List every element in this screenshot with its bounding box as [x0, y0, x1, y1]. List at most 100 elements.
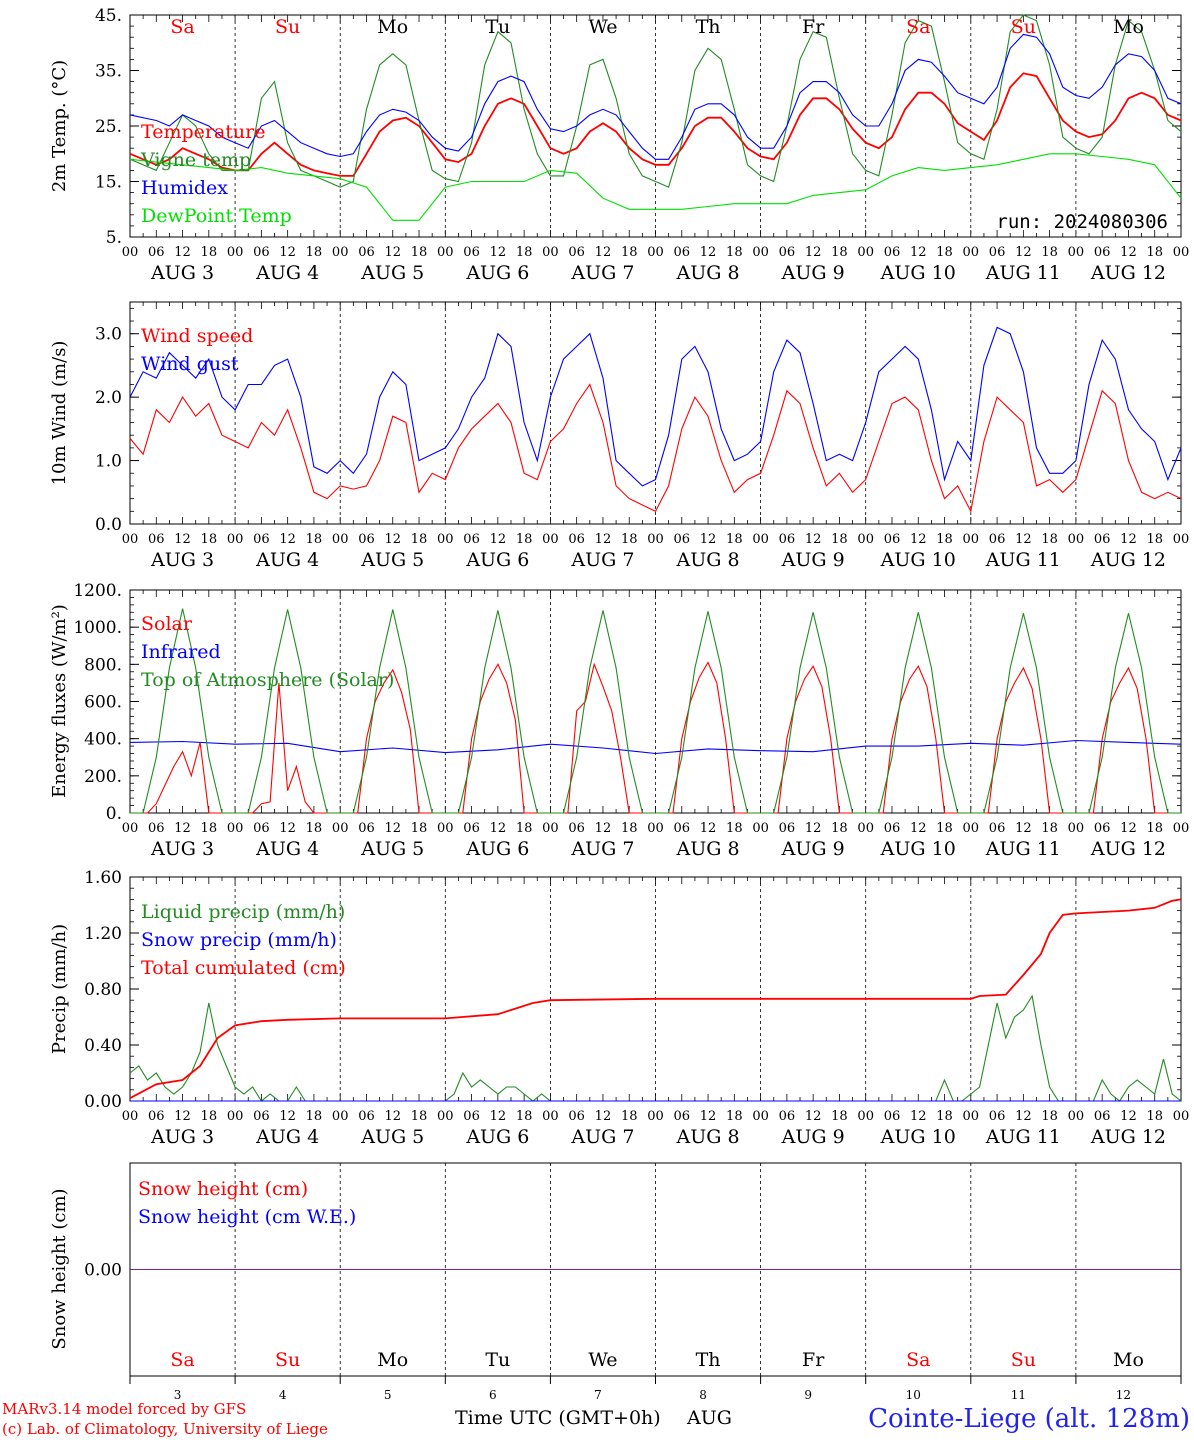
hour-tick-label: 12 — [174, 821, 191, 836]
hour-tick-label: 06 — [674, 1109, 691, 1124]
weekday-label: We — [588, 1349, 617, 1371]
hour-tick-label: 00 — [857, 532, 874, 547]
hour-tick-label: 06 — [568, 821, 585, 836]
y-tick-label: 15. — [95, 173, 122, 193]
hour-tick-label: 00 — [1068, 821, 1085, 836]
hour-tick-label: 12 — [700, 532, 717, 547]
hour-tick-label: 18 — [516, 532, 533, 547]
series-line — [129, 326, 1182, 487]
hour-tick-label: 12 — [490, 532, 507, 547]
hour-tick-label: 00 — [752, 245, 769, 260]
day-label: AUG 3 — [150, 262, 214, 284]
weekday-label: Tu — [485, 16, 510, 38]
y-tick-label: 45. — [95, 6, 122, 26]
hour-tick-label: 12 — [279, 532, 296, 547]
hour-tick-label: 06 — [358, 245, 375, 260]
hour-tick-label: 06 — [463, 1109, 480, 1124]
hour-tick-label: 18 — [411, 532, 428, 547]
y-tick-label: 1.0 — [95, 452, 122, 472]
day-number-label: 8 — [699, 1388, 707, 1402]
weekday-label: Su — [1011, 1349, 1036, 1371]
weekday-label: Su — [275, 1349, 300, 1371]
hour-tick-label: 12 — [174, 245, 191, 260]
legend-entry: Snow height (cm W.E.) — [138, 1206, 356, 1228]
y-tick-label: 600. — [84, 693, 122, 713]
hour-tick-label: 18 — [306, 821, 323, 836]
y-axis-label: Snow height (cm) — [49, 1188, 70, 1349]
hour-tick-label: 18 — [1146, 532, 1163, 547]
hour-tick-label: 12 — [384, 245, 401, 260]
hour-tick-label: 00 — [1173, 821, 1190, 836]
hour-tick-label: 06 — [148, 245, 165, 260]
hour-tick-label: 18 — [726, 1109, 743, 1124]
hour-tick-label: 06 — [148, 1109, 165, 1124]
y-tick-label: 0.40 — [84, 1036, 122, 1056]
hour-tick-label: 06 — [674, 245, 691, 260]
legend-entry: Vigne temp — [140, 149, 251, 171]
y-tick-label: 3.0 — [95, 325, 122, 345]
y-tick-label: 1.20 — [84, 924, 122, 944]
y-tick-label: 0. — [106, 804, 122, 824]
series-line — [129, 898, 1182, 1099]
hour-tick-label: 18 — [936, 821, 953, 836]
day-label: AUG 9 — [781, 1126, 845, 1148]
day-label: AUG 11 — [985, 838, 1061, 860]
hour-tick-label: 12 — [490, 245, 507, 260]
hour-tick-label: 18 — [201, 532, 218, 547]
series-line — [130, 608, 1181, 814]
day-number-label: 6 — [489, 1388, 497, 1402]
weekday-label: Tu — [485, 1349, 510, 1371]
day-label: AUG 10 — [880, 1126, 956, 1148]
hour-tick-label: 12 — [174, 532, 191, 547]
hour-tick-label: 00 — [647, 245, 664, 260]
day-number-label: 4 — [279, 1388, 287, 1402]
hour-tick-label: 00 — [857, 245, 874, 260]
legend-entry: DewPoint Temp — [141, 205, 292, 227]
hour-tick-label: 06 — [989, 821, 1006, 836]
weekday-label: Mo — [377, 16, 408, 38]
footer-model: MARv3.14 model forced by GFS — [2, 1400, 246, 1418]
hour-tick-label: 06 — [884, 821, 901, 836]
day-label: AUG 6 — [465, 838, 529, 860]
hour-tick-label: 00 — [542, 245, 559, 260]
hour-tick-label: 06 — [1094, 1109, 1111, 1124]
series-line — [129, 14, 1182, 188]
hour-tick-label: 12 — [1120, 821, 1137, 836]
hour-tick-label: 00 — [963, 532, 980, 547]
legend-entry: Top of Atmosphere (Solar) — [141, 669, 394, 691]
day-label: AUG 11 — [985, 549, 1061, 571]
weekday-label: We — [588, 16, 617, 38]
panel-frame — [129, 589, 1182, 814]
hour-tick-label: 06 — [884, 532, 901, 547]
hour-tick-label: 00 — [332, 532, 349, 547]
day-label: AUG 7 — [570, 549, 634, 571]
hour-tick-label: 06 — [1094, 821, 1111, 836]
hour-tick-label: 18 — [411, 821, 428, 836]
hour-tick-label: 12 — [910, 532, 927, 547]
hour-tick-label: 06 — [148, 821, 165, 836]
weekday-label: Th — [696, 16, 721, 38]
hour-tick-label: 00 — [963, 821, 980, 836]
hour-tick-label: 00 — [227, 1109, 244, 1124]
run-label: run: 2024080306 — [996, 211, 1168, 233]
hour-tick-label: 00 — [437, 1109, 454, 1124]
hour-tick-label: 18 — [1041, 821, 1058, 836]
day-label: AUG 8 — [676, 838, 740, 860]
day-number-label: 12 — [1116, 1388, 1131, 1402]
legend-entry: Snow precip (mm/h) — [141, 929, 337, 951]
hour-tick-label: 12 — [1120, 1109, 1137, 1124]
hour-tick-label: 12 — [805, 245, 822, 260]
footer-month: AUG — [686, 1407, 732, 1429]
day-number-label: 3 — [174, 1388, 182, 1402]
hour-tick-label: 18 — [201, 1109, 218, 1124]
hour-tick-label: 12 — [805, 1109, 822, 1124]
y-tick-label: 25. — [95, 117, 122, 137]
hour-tick-label: 06 — [568, 245, 585, 260]
day-label: AUG 7 — [570, 1126, 634, 1148]
hour-tick-label: 12 — [595, 532, 612, 547]
day-label: AUG 8 — [676, 1126, 740, 1148]
y-tick-label: 0.00 — [84, 1261, 122, 1281]
weekday-label: Sa — [906, 1349, 930, 1371]
weekday-label: Mo — [377, 1349, 408, 1371]
day-label: AUG 10 — [880, 262, 956, 284]
